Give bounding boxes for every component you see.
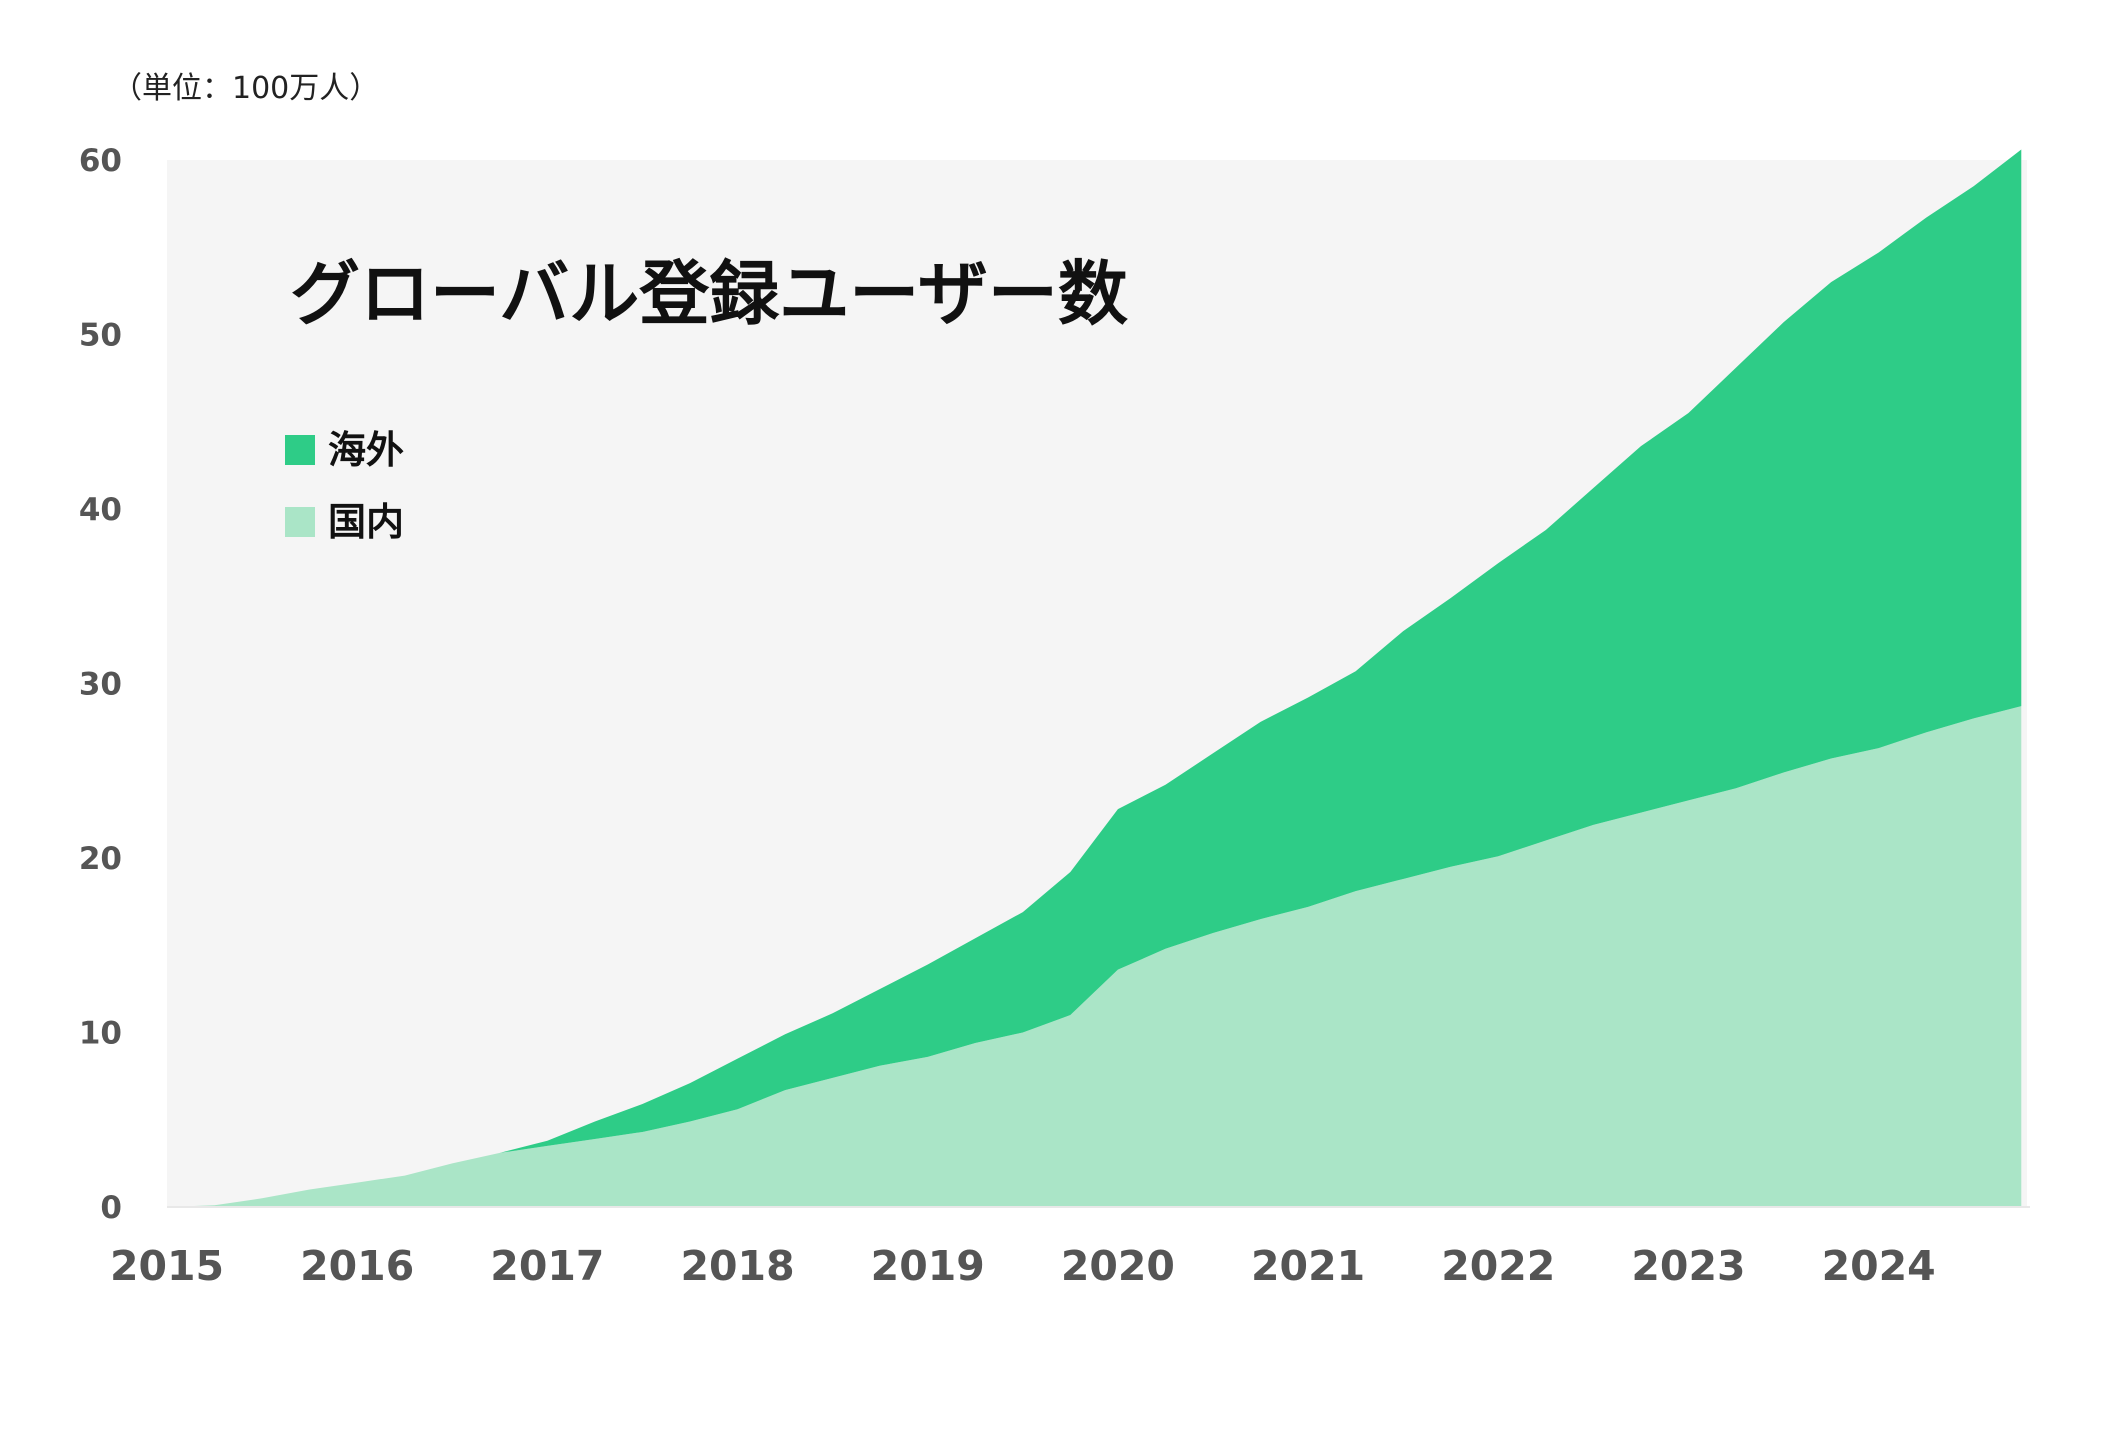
y-tick-label: 60 bbox=[79, 143, 122, 179]
x-tick-label: 2020 bbox=[1061, 1242, 1175, 1290]
legend-swatch bbox=[285, 435, 315, 465]
x-tick-label: 2018 bbox=[680, 1242, 794, 1290]
x-tick-label: 2016 bbox=[300, 1242, 414, 1290]
y-tick-label: 50 bbox=[79, 318, 122, 354]
y-tick-label: 20 bbox=[79, 841, 122, 877]
x-tick-label: 2022 bbox=[1441, 1242, 1555, 1290]
y-axis-ticks: 0 10 20 30 40 50 60 bbox=[79, 143, 122, 1226]
legend-label: 国内 bbox=[328, 500, 404, 544]
x-axis-ticks: 2015 2016 2017 2018 2019 2020 2021 2022 2023 2024 bbox=[110, 1242, 1936, 1290]
area-series-0 bbox=[167, 706, 2022, 1207]
legend-swatch bbox=[285, 507, 315, 537]
x-tick-label: 2017 bbox=[490, 1242, 604, 1290]
y-tick-label: 10 bbox=[79, 1016, 122, 1052]
area-series-1 bbox=[167, 149, 2022, 1207]
x-tick-label: 2021 bbox=[1251, 1242, 1365, 1290]
unit-label: （単位：100万人） bbox=[112, 71, 379, 106]
chart-title: グローバル登録ユーザー数 bbox=[290, 253, 1128, 335]
series-areas bbox=[167, 149, 2022, 1207]
x-tick-label: 2024 bbox=[1822, 1242, 1936, 1290]
x-tick-label: 2015 bbox=[110, 1242, 224, 1290]
y-tick-label: 40 bbox=[79, 492, 122, 528]
x-tick-label: 2019 bbox=[871, 1242, 985, 1290]
x-tick-label: 2023 bbox=[1631, 1242, 1745, 1290]
legend-label: 海外 bbox=[328, 428, 404, 472]
y-tick-label: 0 bbox=[100, 1190, 122, 1226]
y-tick-label: 30 bbox=[79, 667, 122, 703]
